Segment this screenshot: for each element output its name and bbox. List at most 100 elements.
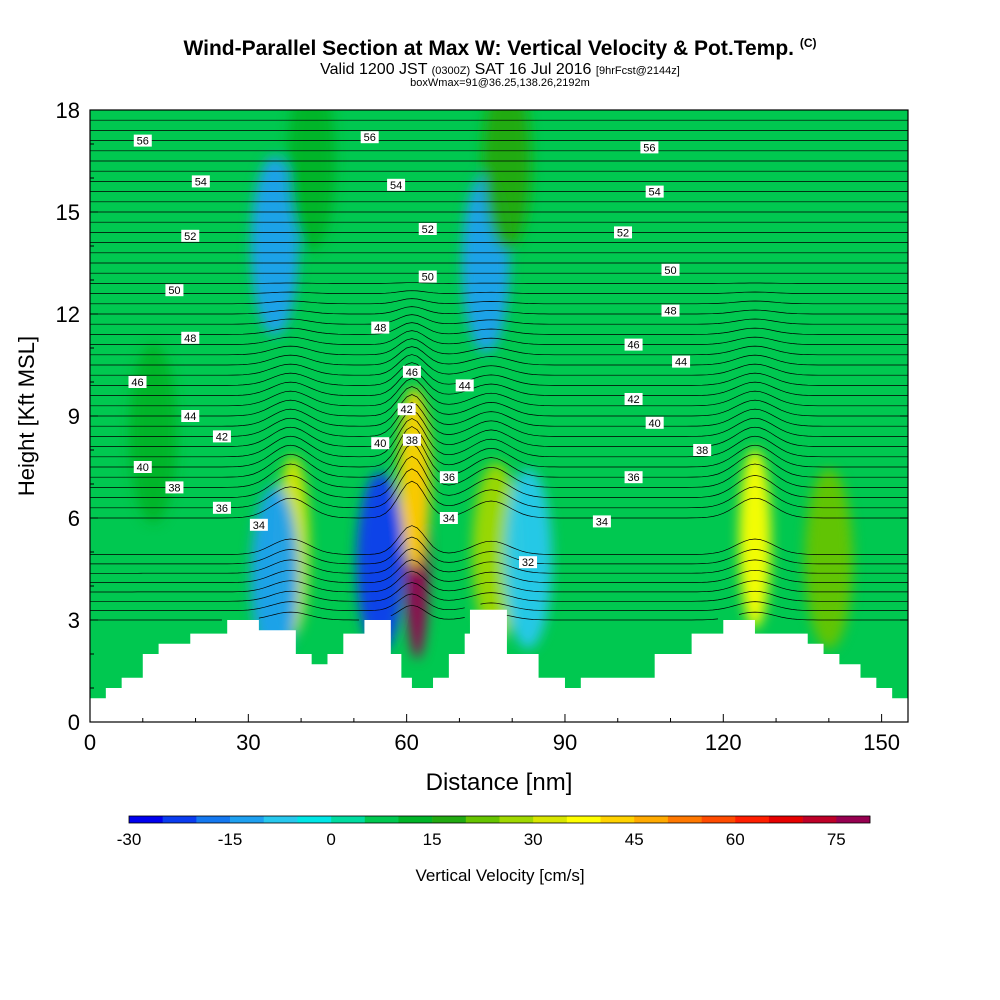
isentrope-label-bg xyxy=(455,379,474,392)
isentrope-line xyxy=(90,378,908,407)
isentrope-label-bg xyxy=(614,226,633,239)
isentrope-label: 52 xyxy=(181,229,200,243)
isentrope-label-bg xyxy=(439,471,458,484)
isentrope-line xyxy=(90,354,908,376)
valid-date: SAT 16 Jul 2016 xyxy=(474,61,592,78)
isentrope-label: 54 xyxy=(191,175,210,188)
isentrope-label-bg xyxy=(165,284,184,297)
isentrope-label-text: 56 xyxy=(137,136,149,148)
isentrope-label-text: 34 xyxy=(596,516,608,528)
isentrope-label: 48 xyxy=(181,331,200,345)
isentrope-label-bg xyxy=(181,229,200,242)
isentrope-label-bg xyxy=(360,131,379,144)
isentrope-line xyxy=(90,604,908,621)
colorbar-swatch xyxy=(297,816,332,823)
colorbar-tick-label: -15 xyxy=(218,830,243,849)
isentrope-line xyxy=(90,593,908,611)
isentrope-line xyxy=(90,570,908,593)
isentrope-label-text: 38 xyxy=(696,445,708,457)
isentrope-label: 40 xyxy=(371,437,390,450)
forecast-info: [9hrFcst@2144z] xyxy=(595,65,680,77)
colorbar-tick-label: 15 xyxy=(423,830,442,849)
valid-prefix: Valid 1200 JST xyxy=(320,61,428,78)
isentrope-label-bg xyxy=(249,518,268,531)
isentrope-label-bg xyxy=(624,471,643,484)
colorbar-swatch xyxy=(162,816,197,823)
isentrope-label: 52 xyxy=(418,223,437,236)
isentrope-label-bg xyxy=(592,515,611,528)
isentrope-label-text: 32 xyxy=(522,557,534,569)
isentrope-line xyxy=(90,394,908,427)
isentrope-label: 44 xyxy=(455,379,474,392)
isentrope-label-bg xyxy=(439,512,458,524)
x-tick-label: 30 xyxy=(236,730,260,755)
isentrope-label-text: 48 xyxy=(664,306,676,318)
isentrope-label: 42 xyxy=(624,393,643,406)
isentrope-line xyxy=(90,525,908,555)
isentrope-label-text: 40 xyxy=(374,438,386,450)
isentrope-label: 48 xyxy=(371,321,390,335)
isentrope-line xyxy=(90,282,908,284)
isentrope-label-text: 42 xyxy=(627,394,639,406)
y-tick-label: 3 xyxy=(68,608,80,633)
isentrope-line xyxy=(90,346,908,366)
isentrope-label-bg xyxy=(128,376,147,388)
isentrope-line xyxy=(90,290,908,294)
contour-labels: 56 56 56 54 54 54 52 52 52 50 50 50 48 48 48 46 46 46 44 44… xyxy=(128,131,712,569)
isentrope-line xyxy=(90,322,908,335)
isentrope-line xyxy=(90,559,908,583)
isentrope-label-bg xyxy=(672,355,691,368)
x-tick-label: 90 xyxy=(553,730,577,755)
isentrope-label: 56 xyxy=(640,141,659,154)
isentrope-label: 52 xyxy=(614,226,633,239)
isentrope-label-text: 50 xyxy=(422,272,434,284)
y-tick-label: 0 xyxy=(68,710,80,735)
isentrope-label: 38 xyxy=(165,481,184,494)
isentrope-line xyxy=(90,410,908,447)
isentrope-label: 50 xyxy=(165,284,184,297)
isentrope-label: 54 xyxy=(645,185,664,199)
colorbar-tick-label: 30 xyxy=(524,830,543,849)
velocity-core-12 xyxy=(287,110,336,251)
isentrope-label: 46 xyxy=(402,365,421,379)
isentrope-label-text: 44 xyxy=(459,380,471,392)
isentrope-label: 34 xyxy=(592,515,611,528)
y-tick-label: 12 xyxy=(56,302,80,327)
isentrope-label: 32 xyxy=(519,556,538,569)
isentrope-label-text: 42 xyxy=(216,431,228,443)
isentrope-label-bg xyxy=(181,331,200,344)
isentrope-label: 50 xyxy=(418,270,437,284)
isentrope-label: 56 xyxy=(133,134,152,148)
box-info: boxWmax=91@36.25,138.26,2192m xyxy=(410,77,590,89)
isentrope-label-bg xyxy=(387,178,406,191)
isentrope-line xyxy=(90,582,908,602)
isentrope-label-bg xyxy=(693,444,712,456)
isentrope-label: 34 xyxy=(249,518,268,532)
colorbar-swatch xyxy=(533,816,568,823)
isentrope-label: 34 xyxy=(439,512,458,525)
isentrope-label-text: 56 xyxy=(643,142,655,154)
velocity-core-11 xyxy=(482,110,531,251)
colorbar-swatch xyxy=(802,816,837,823)
isentrope-label: 44 xyxy=(181,410,200,423)
y-tick-label: 6 xyxy=(68,506,80,531)
isentrope-label-bg xyxy=(640,141,659,154)
isentrope-label: 46 xyxy=(128,376,147,389)
isentrope-line xyxy=(90,306,908,315)
colorbar-swatch xyxy=(432,816,467,823)
isentrope-label-bg xyxy=(191,175,210,188)
isentrope-label-text: 50 xyxy=(664,265,676,277)
chart-title: Wind-Parallel Section at Max W: Vertical… xyxy=(0,36,1000,61)
colorbar-swatch xyxy=(768,816,803,823)
terrain-mask xyxy=(90,609,908,722)
isentrope-label-text: 48 xyxy=(184,333,196,345)
colorbar-tick-label: 75 xyxy=(827,830,846,849)
isentrope-label-text: 40 xyxy=(649,418,661,430)
isentrope-label-bg xyxy=(624,393,643,405)
isentrope-label-text: 52 xyxy=(422,224,434,236)
isentrope-label: 56 xyxy=(360,131,379,144)
isentrope-label: 38 xyxy=(693,444,712,457)
isentrope-line xyxy=(90,426,908,468)
isentrope-label-bg xyxy=(397,403,416,416)
